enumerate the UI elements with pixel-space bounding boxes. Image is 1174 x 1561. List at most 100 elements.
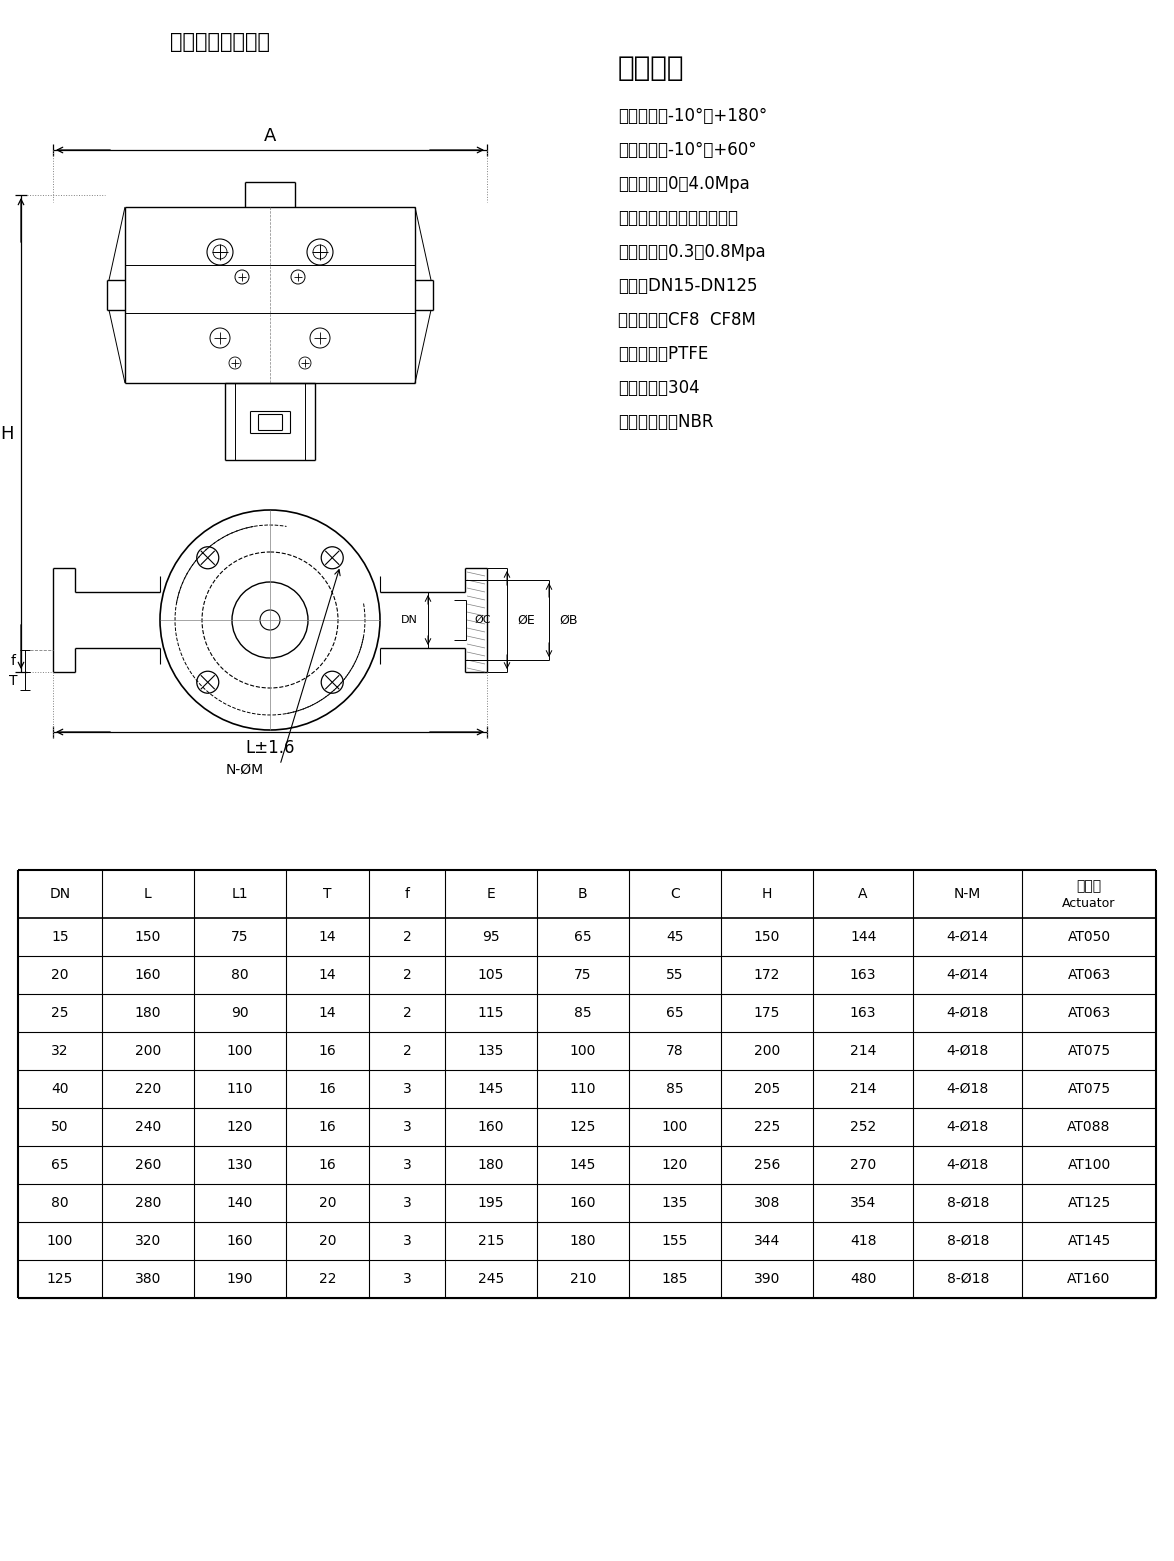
Text: AT063: AT063 xyxy=(1067,968,1111,982)
Text: 4-Ø14: 4-Ø14 xyxy=(946,930,989,944)
Text: 阀体材质：CF8  CF8M: 阀体材质：CF8 CF8M xyxy=(618,311,756,329)
Text: 125: 125 xyxy=(47,1272,73,1286)
Text: f: f xyxy=(405,887,410,901)
Text: 阀杆材质：304: 阀杆材质：304 xyxy=(618,379,700,396)
Text: DN: DN xyxy=(49,887,70,901)
Text: 20: 20 xyxy=(319,1196,337,1210)
Text: L±1.6: L±1.6 xyxy=(245,738,295,757)
Text: 225: 225 xyxy=(754,1119,780,1133)
Text: 150: 150 xyxy=(135,930,161,944)
Text: 120: 120 xyxy=(227,1119,252,1133)
Text: 75: 75 xyxy=(231,930,249,944)
Text: 390: 390 xyxy=(754,1272,780,1286)
Text: 80: 80 xyxy=(231,968,249,982)
Text: AT075: AT075 xyxy=(1067,1082,1111,1096)
Text: f: f xyxy=(11,654,15,668)
Text: 密封圈材质：NBR: 密封圈材质：NBR xyxy=(618,414,714,431)
Text: 4-Ø18: 4-Ø18 xyxy=(946,1082,989,1096)
Text: 8-Ø18: 8-Ø18 xyxy=(946,1196,989,1210)
Text: 215: 215 xyxy=(478,1235,504,1247)
Text: T: T xyxy=(323,887,332,901)
Text: 14: 14 xyxy=(319,1005,337,1019)
Text: 25: 25 xyxy=(52,1005,68,1019)
Text: 210: 210 xyxy=(569,1272,596,1286)
Text: 45: 45 xyxy=(666,930,683,944)
Text: 115: 115 xyxy=(478,1005,504,1019)
Text: A: A xyxy=(858,887,868,901)
Text: 4-Ø18: 4-Ø18 xyxy=(946,1044,989,1058)
Text: 145: 145 xyxy=(569,1158,596,1172)
Text: 8-Ø18: 8-Ø18 xyxy=(946,1235,989,1247)
Text: 16: 16 xyxy=(318,1158,337,1172)
Text: 110: 110 xyxy=(569,1082,596,1096)
Text: T: T xyxy=(8,674,18,688)
Text: 190: 190 xyxy=(227,1272,252,1286)
Text: 气源压力：0.3～0.8Mpa: 气源压力：0.3～0.8Mpa xyxy=(618,244,765,261)
Text: 55: 55 xyxy=(666,968,683,982)
Text: 100: 100 xyxy=(227,1044,252,1058)
Text: 135: 135 xyxy=(478,1044,504,1058)
Text: B: B xyxy=(578,887,588,901)
Text: AT075: AT075 xyxy=(1067,1044,1111,1058)
Text: 180: 180 xyxy=(135,1005,161,1019)
Text: DN: DN xyxy=(402,615,418,624)
Text: 380: 380 xyxy=(135,1272,161,1286)
Text: 16: 16 xyxy=(318,1044,337,1058)
Text: ØB: ØB xyxy=(559,613,578,626)
Text: 163: 163 xyxy=(850,968,876,982)
Text: 195: 195 xyxy=(478,1196,504,1210)
Text: 16: 16 xyxy=(318,1082,337,1096)
Text: 150: 150 xyxy=(754,930,780,944)
Text: 3: 3 xyxy=(403,1196,411,1210)
Text: E: E xyxy=(486,887,495,901)
Text: AT160: AT160 xyxy=(1067,1272,1111,1286)
Text: N-M: N-M xyxy=(954,887,981,901)
Text: 160: 160 xyxy=(569,1196,596,1210)
Text: 100: 100 xyxy=(47,1235,73,1247)
Text: 65: 65 xyxy=(574,930,592,944)
Text: 2: 2 xyxy=(403,968,411,982)
Text: H: H xyxy=(762,887,772,901)
Text: C: C xyxy=(670,887,680,901)
Text: 95: 95 xyxy=(483,930,500,944)
Text: L: L xyxy=(144,887,151,901)
Text: 160: 160 xyxy=(135,968,161,982)
Text: 公称压力：0～4.0Mpa: 公称压力：0～4.0Mpa xyxy=(618,175,750,194)
Text: 180: 180 xyxy=(478,1158,504,1172)
Text: 214: 214 xyxy=(850,1044,876,1058)
Text: AT063: AT063 xyxy=(1067,1005,1111,1019)
Text: 2: 2 xyxy=(403,1005,411,1019)
Text: 172: 172 xyxy=(754,968,780,982)
Text: 85: 85 xyxy=(666,1082,683,1096)
Text: 252: 252 xyxy=(850,1119,876,1133)
Text: 185: 185 xyxy=(662,1272,688,1286)
Text: 78: 78 xyxy=(666,1044,683,1058)
Text: 418: 418 xyxy=(850,1235,876,1247)
Text: 4-Ø18: 4-Ø18 xyxy=(946,1005,989,1019)
Text: Actuator: Actuator xyxy=(1062,898,1115,910)
Text: H: H xyxy=(0,425,14,442)
Text: 8-Ø18: 8-Ø18 xyxy=(946,1272,989,1286)
Text: 3: 3 xyxy=(403,1158,411,1172)
Text: 20: 20 xyxy=(319,1235,337,1247)
Text: 4-Ø18: 4-Ø18 xyxy=(946,1158,989,1172)
Text: 20: 20 xyxy=(52,968,68,982)
Text: 120: 120 xyxy=(662,1158,688,1172)
Text: 4-Ø14: 4-Ø14 xyxy=(946,968,989,982)
Text: 155: 155 xyxy=(662,1235,688,1247)
Text: 160: 160 xyxy=(227,1235,252,1247)
Text: 执行器: 执行器 xyxy=(1077,879,1101,893)
Text: ØE: ØE xyxy=(517,613,534,626)
Text: 220: 220 xyxy=(135,1082,161,1096)
Text: 控制气体：中性气体，空气: 控制气体：中性气体，空气 xyxy=(618,209,738,226)
Text: 3: 3 xyxy=(403,1235,411,1247)
Text: 270: 270 xyxy=(850,1158,876,1172)
Text: 144: 144 xyxy=(850,930,876,944)
Text: 3: 3 xyxy=(403,1082,411,1096)
Text: AT050: AT050 xyxy=(1067,930,1111,944)
Text: 85: 85 xyxy=(574,1005,592,1019)
Text: 135: 135 xyxy=(662,1196,688,1210)
Text: AT125: AT125 xyxy=(1067,1196,1111,1210)
Text: AT088: AT088 xyxy=(1067,1119,1111,1133)
Text: 240: 240 xyxy=(135,1119,161,1133)
